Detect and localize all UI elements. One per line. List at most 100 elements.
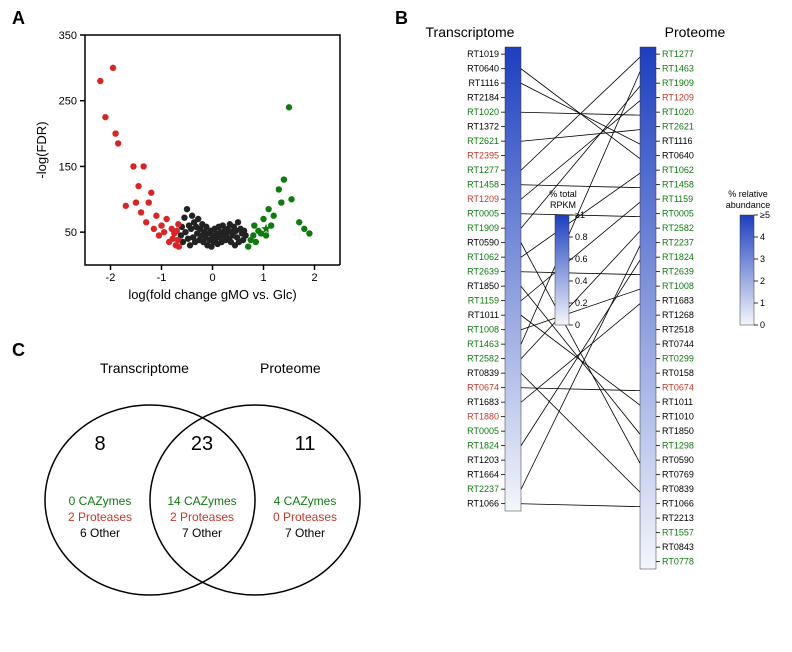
gene-left: RT1159 bbox=[468, 296, 499, 306]
gene-right: RT0843 bbox=[662, 542, 694, 552]
gene-left: RT0640 bbox=[467, 64, 499, 74]
data-point bbox=[123, 203, 129, 209]
svg-text:350: 350 bbox=[59, 30, 77, 42]
venn-right-line: 0 Proteases bbox=[273, 510, 337, 524]
data-point bbox=[161, 229, 167, 235]
data-point bbox=[148, 190, 154, 196]
venn-left-count: 8 bbox=[94, 433, 105, 455]
gene-right: RT0744 bbox=[662, 339, 694, 349]
data-point bbox=[242, 232, 248, 238]
svg-text:-2: -2 bbox=[106, 272, 116, 284]
gene-left: RT1683 bbox=[467, 397, 499, 407]
gene-left: RT1372 bbox=[467, 122, 499, 132]
gene-right: RT1010 bbox=[662, 412, 694, 422]
rank-link bbox=[521, 57, 640, 170]
scale-tick: ≥5 bbox=[760, 210, 770, 220]
gene-left: RT0590 bbox=[467, 238, 499, 248]
data-point bbox=[153, 213, 159, 219]
gene-left: RT1203 bbox=[467, 455, 499, 465]
gene-left: RT1824 bbox=[467, 441, 499, 451]
gene-right: RT1458 bbox=[662, 180, 694, 190]
rank-link bbox=[521, 315, 640, 405]
gene-left: RT0005 bbox=[467, 426, 499, 436]
rank-link bbox=[521, 260, 640, 446]
gene-right: RT1683 bbox=[662, 296, 694, 306]
venn-overlap-line: 2 Proteases bbox=[170, 510, 234, 524]
data-point bbox=[195, 216, 201, 222]
gene-right: RT1159 bbox=[662, 194, 693, 204]
venn-overlap-line: 7 Other bbox=[182, 526, 222, 540]
venn-diagram: TranscriptomeProteome80 CAZymes2 Proteas… bbox=[20, 355, 380, 635]
data-point bbox=[133, 199, 139, 205]
gene-left: RT2621 bbox=[467, 136, 499, 146]
gene-right: RT1298 bbox=[662, 441, 694, 451]
data-point bbox=[286, 104, 292, 110]
rank-comparison: TranscriptomeProteomeRT1019RT0640RT1116R… bbox=[380, 15, 790, 645]
rank-link bbox=[521, 504, 640, 507]
gene-right: RT0778 bbox=[662, 557, 694, 567]
gene-left: RT0839 bbox=[467, 368, 499, 378]
rank-link bbox=[521, 373, 640, 492]
venn-left-line: 2 Proteases bbox=[68, 510, 132, 524]
data-point bbox=[143, 219, 149, 225]
gene-right: RT2582 bbox=[662, 223, 694, 233]
gene-left: RT1458 bbox=[467, 180, 499, 190]
volcano-plot: -2-101250150250350log(fold change gMO vs… bbox=[30, 20, 360, 310]
gene-right: RT1062 bbox=[662, 165, 694, 175]
venn-right-header: Proteome bbox=[260, 360, 321, 376]
gene-left: RT1020 bbox=[467, 107, 499, 117]
data-point bbox=[301, 226, 307, 232]
scale-tick: 2 bbox=[760, 276, 765, 286]
svg-text:150: 150 bbox=[59, 161, 77, 173]
gene-left: RT2582 bbox=[467, 354, 499, 364]
scale-tick: 0 bbox=[760, 320, 765, 330]
gene-left: RT1850 bbox=[467, 281, 499, 291]
data-point bbox=[135, 183, 141, 189]
gene-right: RT1008 bbox=[662, 281, 694, 291]
data-point bbox=[163, 216, 169, 222]
data-point bbox=[130, 163, 136, 169]
rank-link bbox=[521, 388, 640, 391]
scale-tick: 1 bbox=[760, 298, 765, 308]
gene-right: RT0640 bbox=[662, 151, 694, 161]
data-point bbox=[306, 230, 312, 236]
data-point bbox=[263, 232, 269, 238]
scale-title: % relative bbox=[728, 189, 768, 199]
gene-right: RT1909 bbox=[662, 78, 694, 88]
gene-right: RT1463 bbox=[662, 64, 694, 74]
svg-text:250: 250 bbox=[59, 96, 77, 108]
gene-left: RT2395 bbox=[467, 151, 499, 161]
gene-right: RT1020 bbox=[662, 107, 694, 117]
gene-right: RT0590 bbox=[662, 455, 694, 465]
data-point bbox=[102, 114, 108, 120]
venn-right-count: 11 bbox=[295, 433, 316, 455]
venn-overlap-line: 14 CAZymes bbox=[167, 494, 236, 508]
svg-text:1: 1 bbox=[260, 272, 266, 284]
gene-right: RT2518 bbox=[662, 325, 694, 335]
scale-tick: 0.6 bbox=[575, 254, 588, 264]
data-point bbox=[115, 140, 121, 146]
scale-tick: ≥1 bbox=[575, 210, 585, 220]
gene-right: RT0005 bbox=[662, 209, 694, 219]
data-point bbox=[146, 199, 152, 205]
data-point bbox=[176, 243, 182, 249]
gene-right: RT0839 bbox=[662, 484, 694, 494]
data-point bbox=[296, 219, 302, 225]
scale-tick: 0.8 bbox=[575, 232, 588, 242]
data-point bbox=[182, 229, 188, 235]
gene-right: RT0158 bbox=[662, 368, 694, 378]
data-point bbox=[110, 65, 116, 71]
scale-tick: 0.2 bbox=[575, 298, 588, 308]
gene-right: RT0769 bbox=[662, 470, 694, 480]
right-heatbar bbox=[640, 47, 656, 569]
gene-left: RT1019 bbox=[467, 49, 499, 59]
gene-right: RT1824 bbox=[662, 252, 694, 262]
gene-left: RT0005 bbox=[467, 209, 499, 219]
gene-right: RT2621 bbox=[662, 122, 694, 132]
venn-right-line: 7 Other bbox=[285, 526, 325, 540]
data-point bbox=[278, 199, 284, 205]
data-point bbox=[112, 130, 118, 136]
gene-left: RT1209 bbox=[467, 194, 499, 204]
svg-text:0: 0 bbox=[209, 272, 215, 284]
x-axis-title: log(fold change gMO vs. Glc) bbox=[128, 287, 296, 302]
